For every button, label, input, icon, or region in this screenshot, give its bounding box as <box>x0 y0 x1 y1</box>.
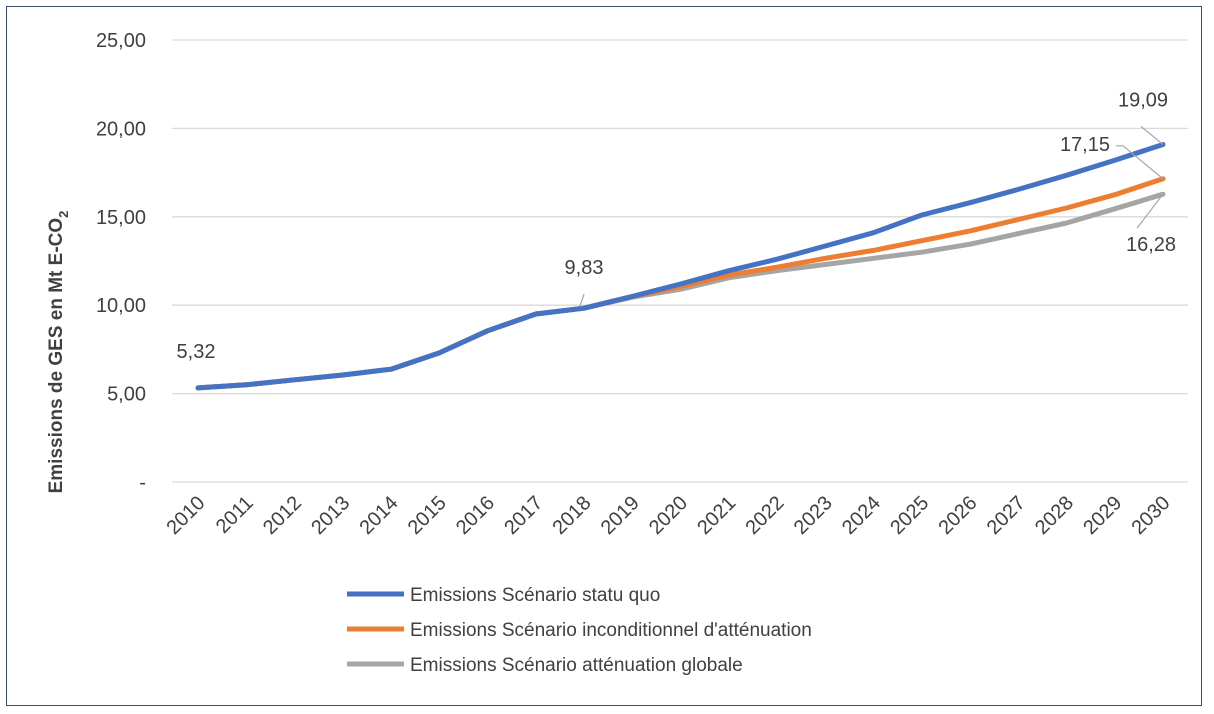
legend: Emissions Scénario statu quo Emissions Sc… <box>347 585 812 676</box>
data-label: 5,32 <box>177 341 216 363</box>
x-tick-label: 2019 <box>597 492 644 539</box>
x-tick-label: 2022 <box>742 492 789 539</box>
x-tick-label: 2024 <box>838 492 885 539</box>
x-axis-ticks: 2010 2011 2012 2013 2014 2015 2016 2017 2018 2019… <box>163 492 1175 539</box>
x-tick-label: 2021 <box>693 492 740 539</box>
y-tick-label: 5,00 <box>107 384 146 406</box>
x-tick-label: 2023 <box>790 492 837 539</box>
x-tick-label: 2030 <box>1128 492 1175 539</box>
chart-frame <box>6 6 1202 706</box>
data-label: 19,09 <box>1118 89 1168 111</box>
x-tick-label: 2015 <box>404 492 451 539</box>
y-axis-label: Emissions de GES en Mt E-CO2 <box>46 211 71 494</box>
x-tick-label: 2014 <box>356 492 403 539</box>
annotation-leader <box>579 294 585 307</box>
y-tick-label: - <box>139 472 146 494</box>
x-tick-label: 2010 <box>163 492 210 539</box>
y-axis-ticks: - 5,00 10,00 15,00 20,00 25,00 <box>96 30 146 494</box>
x-tick-label: 2020 <box>645 492 692 539</box>
data-label: 16,28 <box>1126 234 1176 256</box>
y-axis-label-subscript: 2 <box>56 211 71 218</box>
gridlines <box>172 39 1188 483</box>
series-line-3 <box>195 191 1166 391</box>
series-lines <box>195 142 1166 391</box>
y-tick-label: 10,00 <box>96 295 146 317</box>
x-tick-label: 2028 <box>1031 492 1078 539</box>
y-tick-label: 20,00 <box>96 118 146 140</box>
legend-entry: Emissions Scénario statu quo <box>410 585 660 606</box>
x-tick-label: 2029 <box>1079 492 1126 539</box>
x-tick-label: 2016 <box>452 492 499 539</box>
data-annotations: 5,32 9,83 19,09 17,15 16,28 <box>177 89 1177 362</box>
annotation-leader <box>1136 193 1164 229</box>
x-tick-label: 2017 <box>500 492 547 539</box>
x-tick-label: 2011 <box>212 492 258 538</box>
annotation-leader <box>1116 145 1164 180</box>
x-tick-label: 2018 <box>549 492 596 539</box>
x-tick-label: 2013 <box>307 492 354 539</box>
y-tick-label: 15,00 <box>96 207 146 229</box>
data-label: 17,15 <box>1060 134 1110 156</box>
legend-entry: Emissions Scénario inconditionnel d'atté… <box>410 620 812 641</box>
data-label: 9,83 <box>565 257 604 279</box>
y-tick-label: 25,00 <box>96 30 146 52</box>
x-tick-label: 2026 <box>935 492 982 539</box>
x-tick-label: 2027 <box>983 492 1030 539</box>
x-tick-label: 2012 <box>259 492 306 539</box>
legend-entry: Emissions Scénario atténuation globale <box>410 655 743 676</box>
x-tick-label: 2025 <box>886 492 933 539</box>
series-line-1 <box>195 142 1166 391</box>
annotation-leader <box>1140 126 1164 145</box>
